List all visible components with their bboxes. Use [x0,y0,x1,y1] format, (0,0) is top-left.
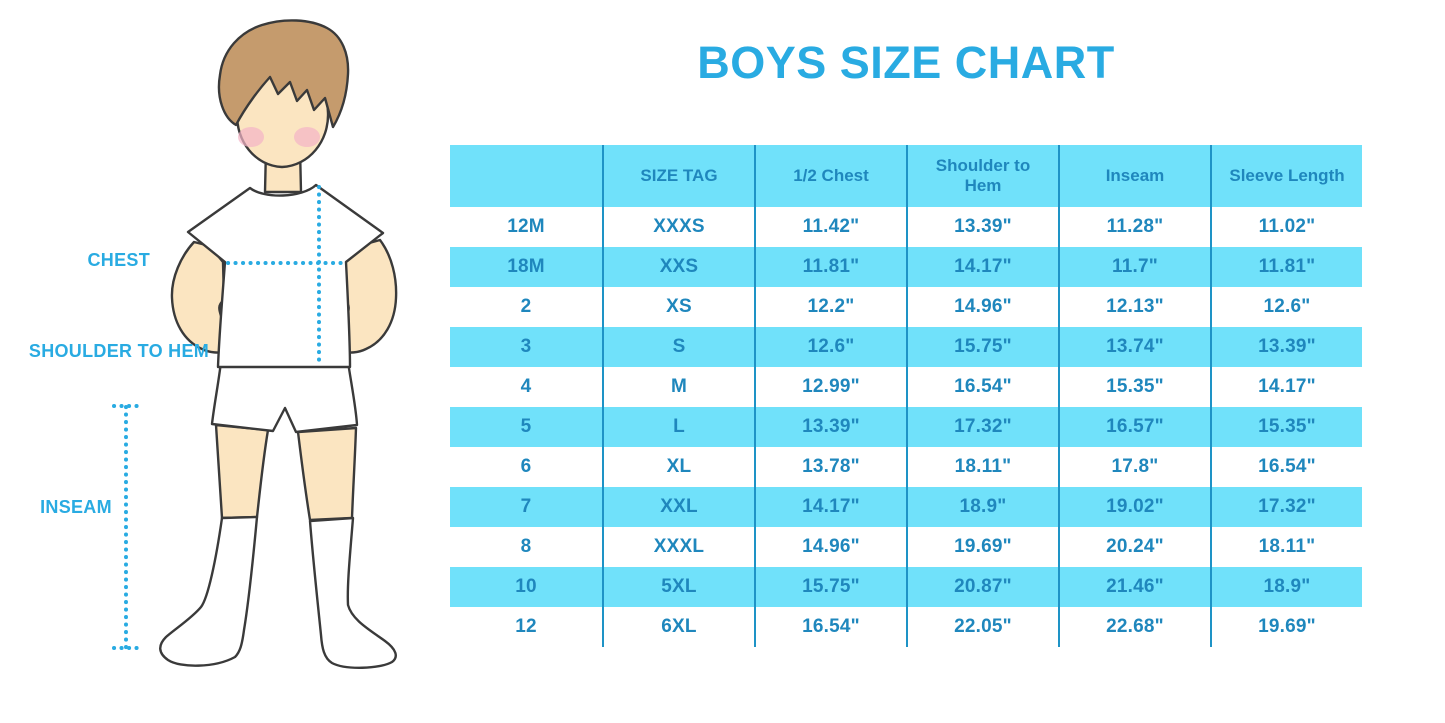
measurement-cell: 18.9" [1210,567,1362,607]
size-tag-cell: S [602,327,754,367]
measurement-cell: 14.96" [754,527,906,567]
measurement-cell: 16.54" [754,607,906,647]
measurement-cell: 17.8" [1058,447,1210,487]
measurement-cell: 19.02" [1058,487,1210,527]
measurement-cell: 16.54" [906,367,1058,407]
measurement-cell: 18.9" [906,487,1058,527]
measurement-cell: 13.39" [906,207,1058,247]
measurement-cell: 14.17" [1210,367,1362,407]
measurement-cell: 14.17" [754,487,906,527]
measurement-cell: 12.13" [1058,287,1210,327]
boy-tshirt [186,183,385,369]
measurement-cell: 11.28" [1058,207,1210,247]
size-cell: 7 [450,487,602,527]
inseam-label: INSEAM [40,497,112,517]
boy-blush-left [238,127,264,147]
boy-left-leg [214,423,270,520]
measurement-cell: 15.35" [1058,367,1210,407]
size-cell: 10 [450,567,602,607]
measurement-cell: 13.39" [754,407,906,447]
size-cell: 12 [450,607,602,647]
header-cell: SIZE TAG [602,145,754,207]
size-tag-cell: XS [602,287,754,327]
measurement-cell: 15.75" [906,327,1058,367]
measurement-cell: 13.74" [1058,327,1210,367]
header-cell: Sleeve Length [1210,145,1362,207]
size-tag-cell: L [602,407,754,447]
boy-hair [217,19,350,129]
size-tag-cell: XL [602,447,754,487]
measurement-cell: 17.32" [906,407,1058,447]
size-tag-cell: 6XL [602,607,754,647]
header-cell: Shoulder to Hem [906,145,1058,207]
boy-measurement-figure: CHEST SHOULDER TO HEM INSEAM [0,0,450,723]
size-cell: 5 [450,407,602,447]
header-cell: 1/2 Chest [754,145,906,207]
measurement-cell: 18.11" [906,447,1058,487]
chest-label: CHEST [87,250,150,270]
measurement-cell: 11.81" [1210,247,1362,287]
measurement-cell: 11.02" [1210,207,1362,247]
size-table: SIZE TAG 1/2 Chest Shoulder to Hem Inseam Sl… [450,145,1362,647]
size-tag-cell: XXXL [602,527,754,567]
size-cell: 8 [450,527,602,567]
measurement-cell: 11.7" [1058,247,1210,287]
measurement-cell: 17.32" [1210,487,1362,527]
size-tag-cell: XXL [602,487,754,527]
measurement-cell: 14.17" [906,247,1058,287]
measurement-cell: 12.99" [754,367,906,407]
boy-right-sock [308,516,397,669]
measurement-cell: 22.05" [906,607,1058,647]
boy-shorts [210,360,359,434]
measurement-cell: 15.35" [1210,407,1362,447]
size-cell: 2 [450,287,602,327]
measurement-cell: 12.6" [1210,287,1362,327]
boy-right-leg [296,426,358,522]
measurement-cell: 16.57" [1058,407,1210,447]
size-cell: 6 [450,447,602,487]
shoulder-to-hem-label: SHOULDER TO HEM [28,341,210,361]
measurement-cell: 11.81" [754,247,906,287]
measurement-cell: 15.75" [754,567,906,607]
boy-blush-right [294,127,320,147]
size-cell: 3 [450,327,602,367]
measurement-cell: 11.42" [754,207,906,247]
measurement-cell: 16.54" [1210,447,1362,487]
size-cell: 18M [450,247,602,287]
page-title: BOYS SIZE CHART [697,37,1115,88]
boy-left-arm [170,240,226,354]
measurement-cell: 14.96" [906,287,1058,327]
size-tag-cell: M [602,367,754,407]
size-tag-cell: XXS [602,247,754,287]
boy-left-sock [159,515,259,667]
header-cell: Inseam [1058,145,1210,207]
measurement-cell: 13.78" [754,447,906,487]
size-tag-cell: XXXS [602,207,754,247]
header-cell [450,145,602,207]
measurement-cell: 13.39" [1210,327,1362,367]
measurement-cell: 21.46" [1058,567,1210,607]
measurement-cell: 18.11" [1210,527,1362,567]
size-cell: 12M [450,207,602,247]
boy-illustration [112,19,398,669]
measurement-cell: 12.2" [754,287,906,327]
measurement-cell: 20.87" [906,567,1058,607]
measurement-cell: 19.69" [906,527,1058,567]
measurement-cell: 12.6" [754,327,906,367]
size-tag-cell: 5XL [602,567,754,607]
measurement-cell: 22.68" [1058,607,1210,647]
measurement-cell: 19.69" [1210,607,1362,647]
size-cell: 4 [450,367,602,407]
measurement-cell: 20.24" [1058,527,1210,567]
